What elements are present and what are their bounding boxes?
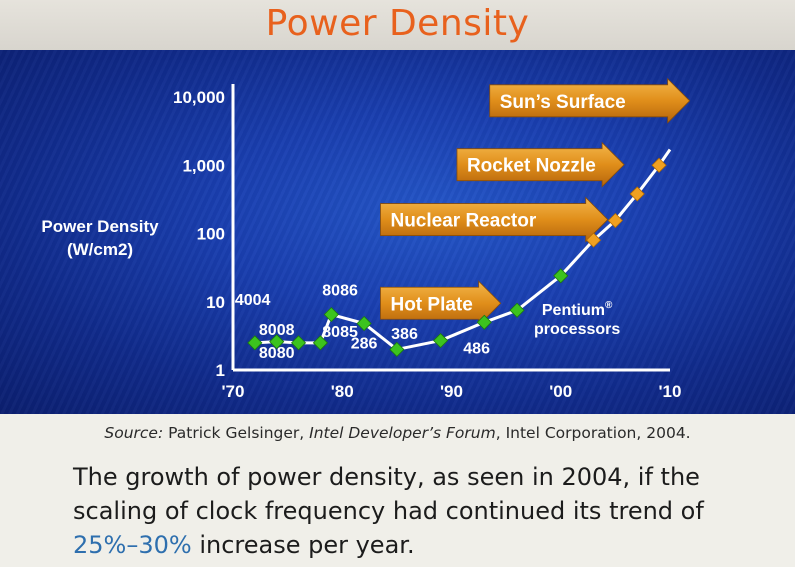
data-point	[356, 315, 372, 332]
y-tick-label: 1,000	[182, 156, 225, 175]
y-tick-label: 10,000	[173, 88, 225, 107]
title-bar: Power Density	[0, 0, 795, 50]
projected-point	[629, 186, 645, 202]
caption-highlight: 25%–30%	[73, 531, 192, 559]
annotation-label: Nuclear Reactor	[390, 211, 536, 232]
point-label: 8080	[259, 345, 295, 362]
caption: The growth of power density, as seen in …	[73, 460, 773, 562]
data-point	[247, 335, 263, 351]
projected-point	[651, 157, 667, 173]
source-author: Patrick Gelsinger,	[163, 424, 310, 442]
data-point	[553, 268, 569, 284]
projected-point	[607, 212, 623, 229]
x-tick-label: '70	[222, 382, 245, 401]
point-label: Pentium®	[542, 300, 613, 319]
caption-text-end: increase per year.	[191, 531, 415, 559]
y-axis-unit: (W/cm2)	[67, 240, 133, 259]
data-point	[312, 335, 328, 351]
registered-mark: ®	[605, 300, 613, 311]
y-tick-label: 1	[216, 361, 225, 380]
data-point	[323, 306, 339, 323]
point-label: 4004	[235, 292, 271, 309]
y-tick-label: 10	[206, 293, 225, 312]
data-point	[433, 332, 449, 349]
series-line	[254, 148, 672, 351]
power-density-chart: Hot Plate Nuclear Reactor Rocket Nozzle Sun…	[41, 77, 691, 401]
annotation-label: Hot Plate	[390, 294, 472, 315]
y-axis-title: Power Density	[41, 217, 159, 236]
point-label: 8086	[322, 283, 358, 300]
x-tick-label: '80	[331, 382, 354, 401]
source-suffix: , Intel Corporation, 2004.	[495, 424, 691, 442]
annotation-label: Sun’s Surface	[500, 92, 626, 113]
point-label: processors	[534, 321, 620, 338]
annotation-label: Rocket Nozzle	[467, 156, 596, 177]
annotation-arrow	[489, 77, 691, 124]
data-point	[509, 302, 525, 318]
point-label: 386	[391, 326, 418, 343]
annotation-arrow	[380, 280, 502, 327]
slide-title: Power Density	[265, 3, 530, 44]
data-point	[476, 314, 492, 330]
source-venue: Intel Developer’s Forum	[309, 424, 496, 442]
point-label: 286	[351, 335, 378, 352]
point-label: 8085	[322, 324, 358, 341]
y-tick-label: 100	[197, 225, 225, 244]
source-citation: Source: Patrick Gelsinger, Intel Develop…	[0, 424, 795, 442]
source-prefix: Source:	[104, 424, 164, 442]
annotation-arrow	[380, 196, 609, 243]
data-point	[389, 341, 405, 358]
x-tick-label: '10	[659, 382, 682, 401]
data-point	[290, 335, 307, 351]
data-point	[269, 334, 285, 350]
x-tick-label: '00	[549, 382, 572, 401]
point-label: 486	[463, 340, 490, 357]
projected-point	[585, 232, 602, 248]
x-tick-label: '90	[440, 382, 463, 401]
caption-text: The growth of power density, as seen in …	[73, 463, 704, 525]
annotation-arrow	[456, 141, 625, 188]
point-label: 8008	[259, 322, 295, 339]
